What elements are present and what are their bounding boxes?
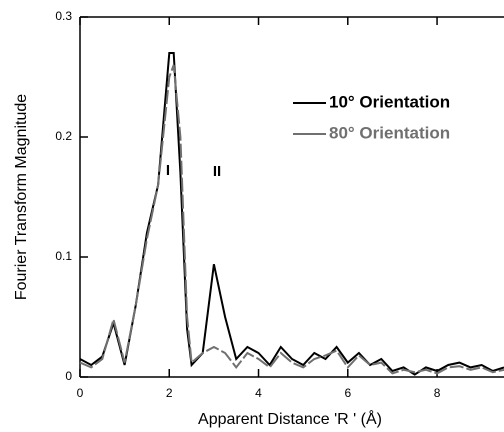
annotation: II [213, 163, 221, 180]
x-tick-label: 0 [77, 386, 84, 400]
y-tick-label: 0.3 [55, 9, 72, 23]
annotation: I [166, 162, 170, 179]
x-axis-label: Apparent Distance 'R ' (Å) [198, 409, 382, 428]
data-line [79, 64, 504, 375]
y-tick-label: 0 [65, 369, 72, 383]
x-tick-label: 2 [166, 386, 173, 400]
legend-label: 10° Orientation [329, 92, 450, 111]
x-tick-label: 8 [434, 386, 441, 400]
x-tick-label: 4 [255, 386, 262, 400]
y-tick-label: 0.2 [55, 129, 72, 143]
legend-label: 80° Orientation [329, 123, 450, 142]
y-axis-label: Fourier Transform Magnitude [13, 94, 30, 300]
y-tick-label: 0.1 [55, 249, 72, 263]
x-tick-label: 6 [344, 386, 351, 400]
